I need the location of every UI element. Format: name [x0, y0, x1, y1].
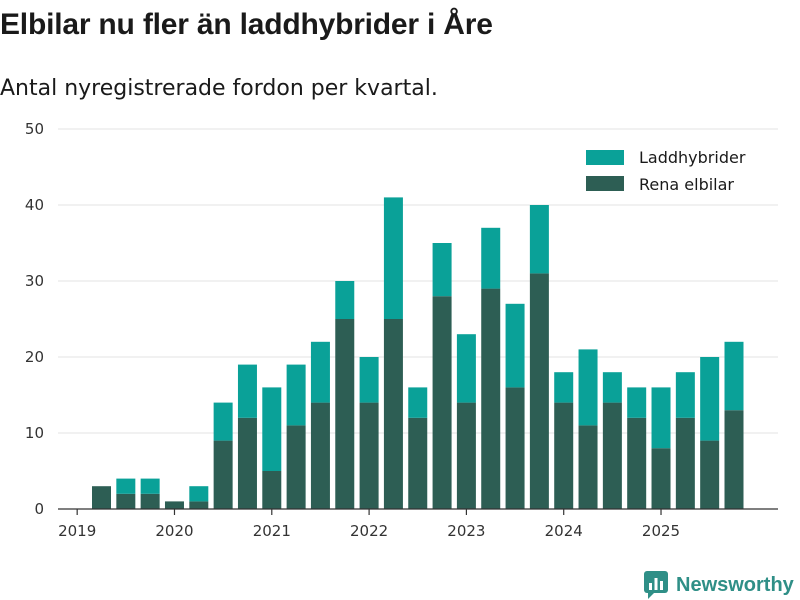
bar-rena-elbilar [456, 402, 476, 509]
bar-laddhybrider [359, 357, 379, 403]
brand-logo: Newsworthy [644, 570, 794, 600]
bars [92, 197, 744, 509]
bar-laddhybrider [335, 281, 355, 319]
bar-rena-elbilar [237, 417, 257, 509]
bar-laddhybrider [554, 372, 574, 403]
bar-rena-elbilar [602, 402, 622, 509]
bar-rena-elbilar [92, 486, 111, 509]
bar-rena-elbilar [651, 448, 671, 509]
bar-rena-elbilar [335, 319, 355, 509]
y-axis-ticks: 0 10 20 30 40 50 [25, 120, 44, 518]
chart-title: Elbilar nu fler än laddhybrider i Åre [0, 8, 493, 41]
bar-laddhybrider [724, 341, 744, 411]
bar-rena-elbilar [262, 471, 282, 509]
legend: Laddhybrider Rena elbilar [586, 148, 746, 194]
bar-rena-elbilar [529, 273, 549, 509]
y-tick-label: 10 [25, 424, 44, 442]
bar-laddhybrider [116, 478, 136, 494]
legend-swatch-laddhybrider [586, 150, 624, 165]
newsworthy-logo-icon [644, 571, 668, 599]
bar-rena-elbilar [310, 402, 330, 509]
bar-laddhybrider [262, 387, 282, 471]
bar-laddhybrider [213, 402, 233, 441]
x-tick-label: 2021 [253, 522, 291, 540]
bar-rena-elbilar [164, 501, 184, 509]
x-tick-label: 2024 [545, 522, 583, 540]
bar-rena-elbilar [627, 417, 647, 509]
legend-label-laddhybrider: Laddhybrider [639, 148, 746, 167]
bar-rena-elbilar [724, 410, 744, 509]
bar-rena-elbilar [481, 288, 501, 509]
bar-rena-elbilar [554, 402, 574, 509]
bar-laddhybrider [529, 205, 549, 274]
bar-laddhybrider [189, 486, 209, 502]
bar-rena-elbilar [700, 440, 720, 509]
bar-laddhybrider [140, 478, 160, 494]
y-tick-label: 20 [25, 348, 44, 366]
bar-rena-elbilar [140, 493, 160, 509]
chart-subtitle: Antal nyregistrerade fordon per kvartal. [0, 76, 438, 101]
x-tick-label: 2023 [447, 522, 485, 540]
bar-laddhybrider [602, 372, 622, 403]
bar-laddhybrider [456, 334, 476, 403]
bar-laddhybrider [627, 387, 647, 418]
bar-laddhybrider [700, 357, 720, 441]
bar-laddhybrider [505, 303, 525, 388]
bar-rena-elbilar [383, 319, 403, 509]
y-tick-label: 0 [34, 500, 44, 518]
bar-rena-elbilar [116, 493, 136, 509]
x-tick-label: 2019 [58, 522, 96, 540]
bar-rena-elbilar [359, 402, 379, 509]
bar-laddhybrider [432, 243, 452, 297]
legend-label-rena-elbilar: Rena elbilar [639, 175, 734, 194]
y-tick-label: 30 [25, 272, 44, 290]
bar-rena-elbilar [432, 296, 452, 509]
x-tick-label: 2022 [350, 522, 388, 540]
bar-laddhybrider [383, 197, 403, 319]
legend-swatch-rena-elbilar [586, 176, 624, 191]
bar-rena-elbilar [578, 425, 598, 509]
bar-rena-elbilar [213, 440, 233, 509]
y-tick-label: 40 [25, 196, 44, 214]
bar-rena-elbilar [408, 417, 428, 509]
bar-laddhybrider [408, 387, 428, 418]
bar-laddhybrider [481, 227, 501, 289]
bar-laddhybrider [237, 364, 257, 418]
bar-laddhybrider [651, 387, 671, 449]
bar-rena-elbilar [286, 425, 306, 509]
bar-rena-elbilar [189, 501, 209, 509]
bar-rena-elbilar [505, 387, 525, 509]
bar-laddhybrider [675, 372, 695, 418]
x-tick-label: 2025 [642, 522, 680, 540]
bar-laddhybrider [578, 349, 598, 426]
y-tick-label: 50 [25, 120, 44, 138]
bar-laddhybrider [286, 364, 306, 426]
bar-rena-elbilar [675, 417, 695, 509]
brand-name: Newsworthy [676, 573, 794, 596]
bar-laddhybrider [310, 341, 330, 403]
x-tick-label: 2020 [155, 522, 193, 540]
x-axis: 2019 2020 2021 2022 2023 2024 2025 [58, 508, 778, 540]
